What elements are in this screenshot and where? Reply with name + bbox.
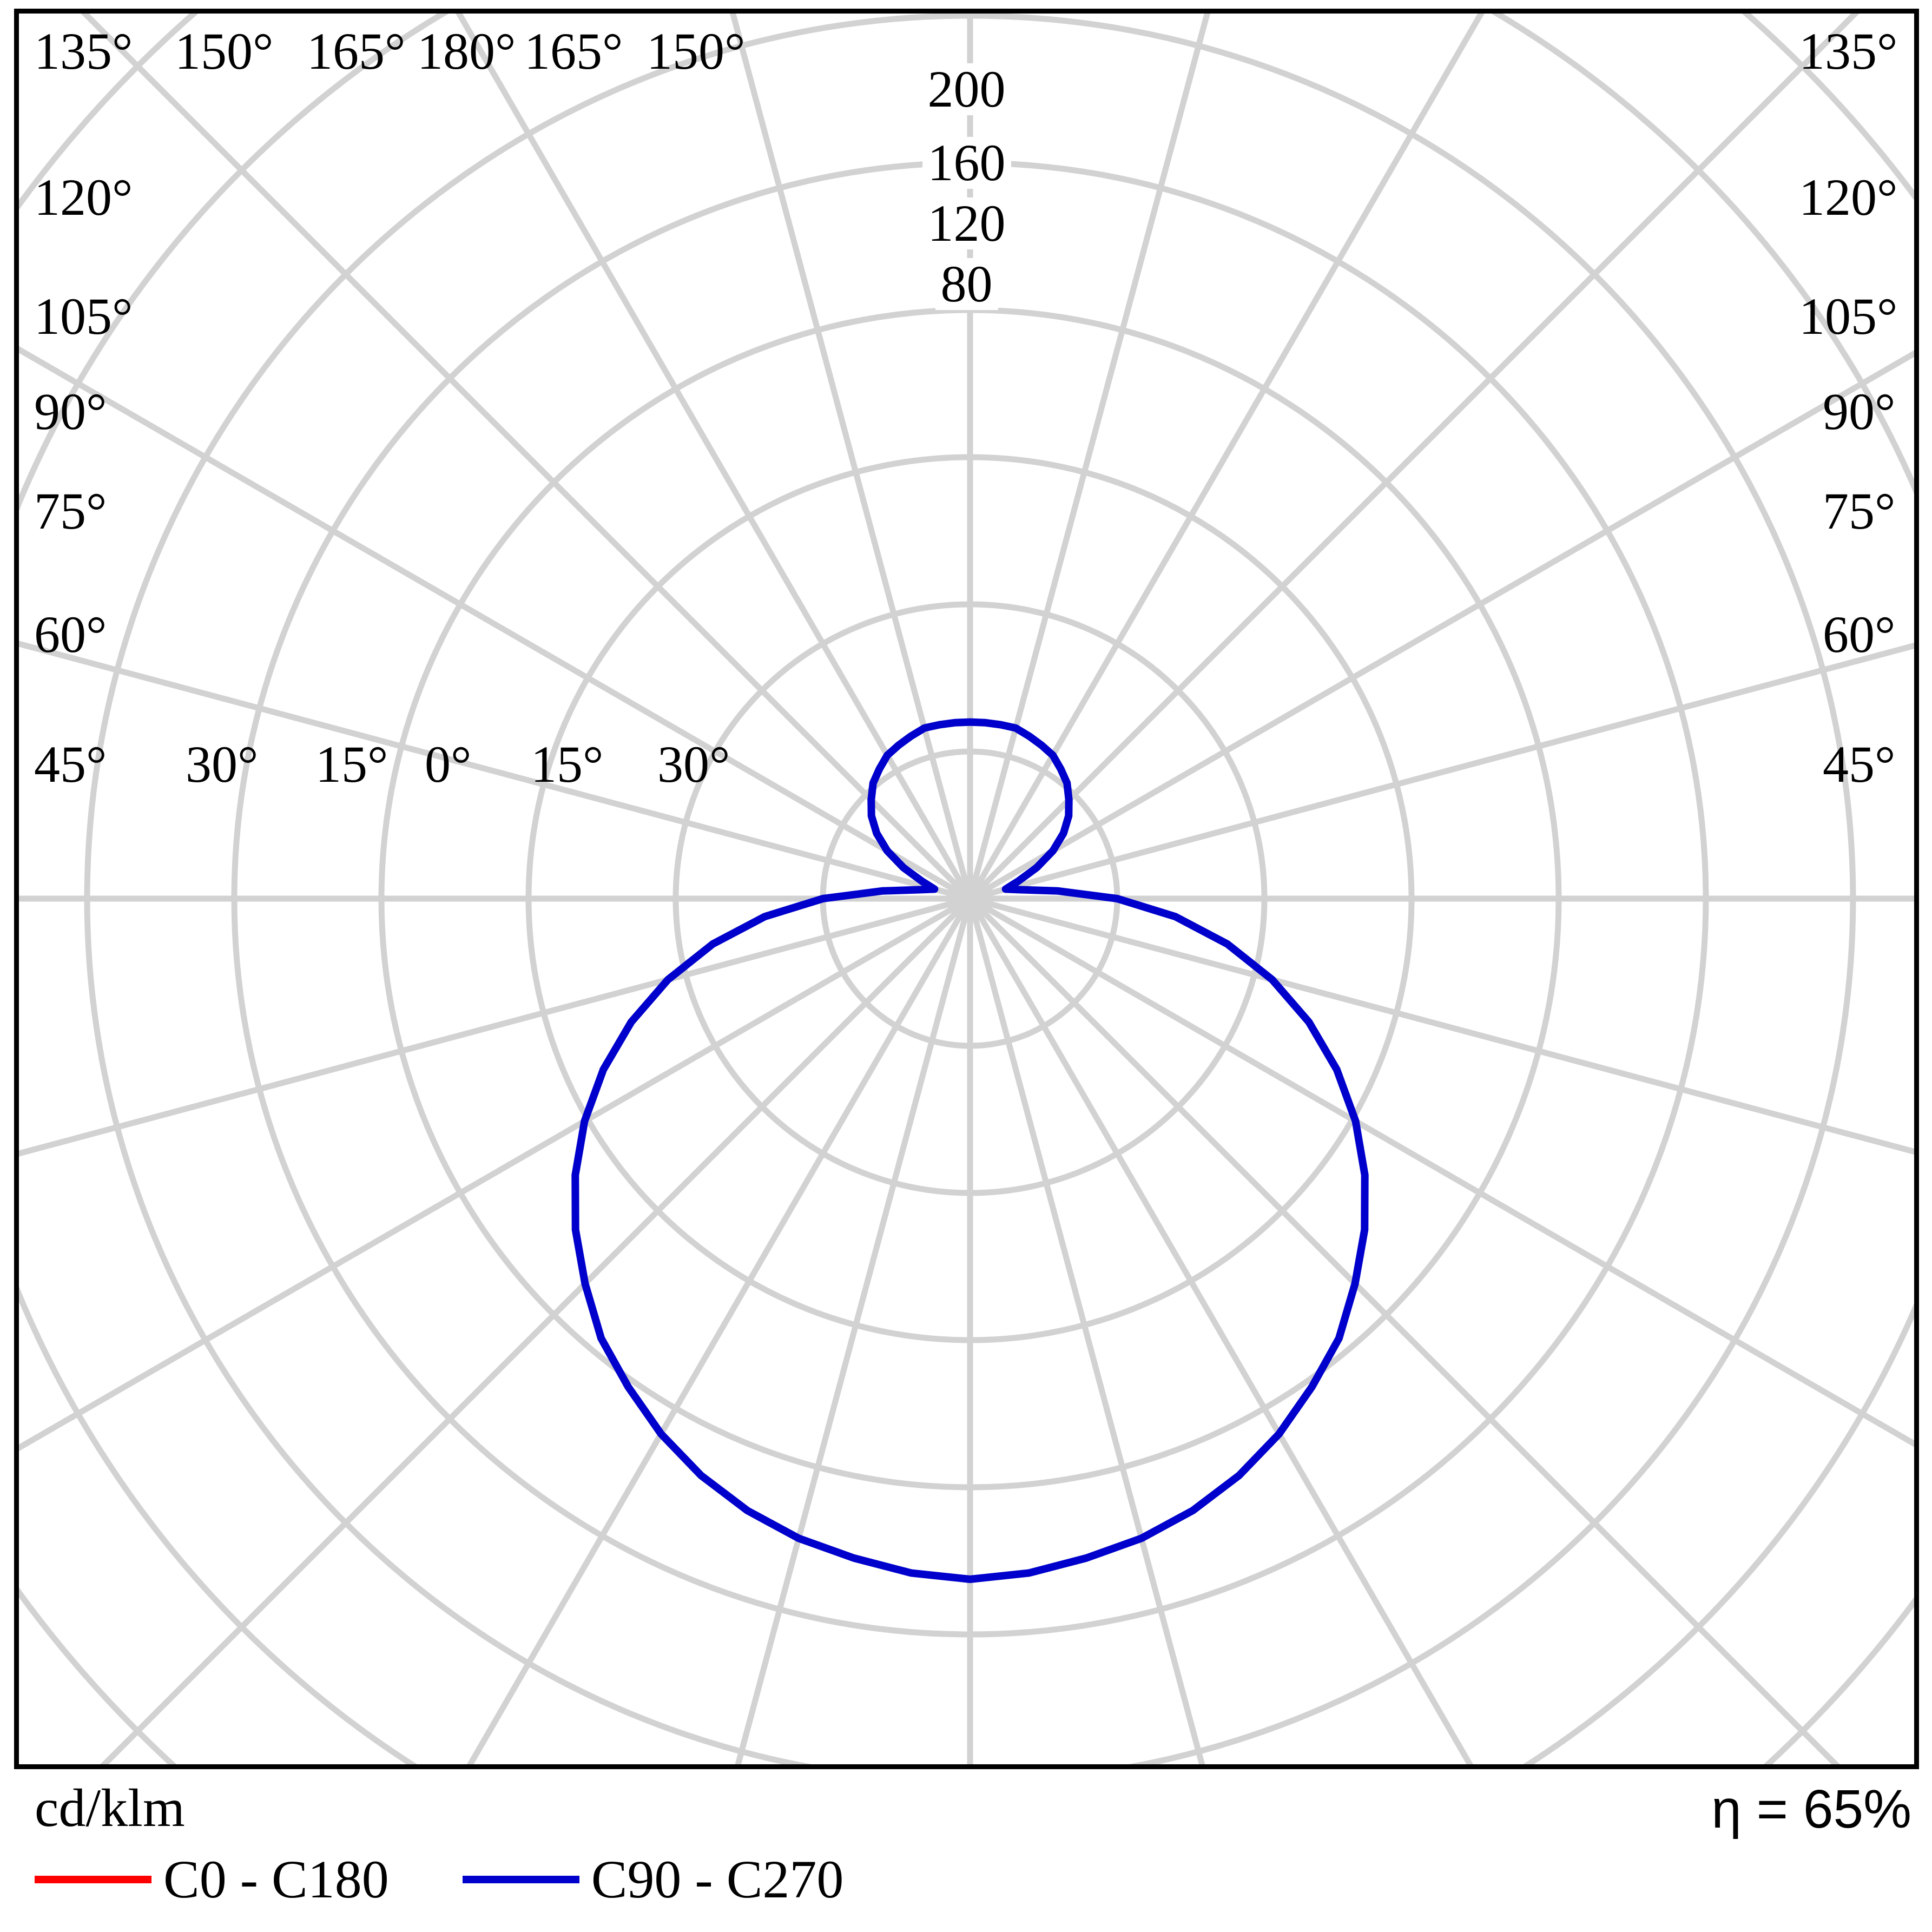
legend-row: C0 - C180 C90 - C270: [35, 1852, 843, 1907]
legend-label-c0-c180: C0 - C180: [163, 1849, 389, 1909]
angle-tick-label: 150°: [175, 22, 274, 80]
angle-tick-label: 30°: [186, 735, 259, 793]
unit-label: cd/klm: [35, 1778, 185, 1838]
radial-tick-label: 200: [922, 63, 1011, 115]
angle-tick-label: 120°: [34, 168, 133, 226]
angle-tick-label: 120°: [1799, 168, 1898, 226]
polar-chart-svg: [19, 14, 1914, 1764]
angle-tick-label: 30°: [657, 735, 730, 793]
legend-area: cd/klm η = 65% C0 - C180 C90 - C270: [14, 1778, 1919, 1924]
legend-swatch-c90-c270: [462, 1876, 579, 1883]
radial-tick-label: 80: [935, 258, 998, 310]
angle-tick-label: 75°: [1823, 482, 1896, 540]
angle-tick-label: 15°: [531, 735, 604, 793]
angle-tick-label: 90°: [1823, 383, 1896, 440]
grid-lines: [19, 14, 1914, 1764]
legend-label-c90-c270: C90 - C270: [591, 1849, 844, 1909]
polar-plot-frame: 135° 120° 105° 90° 75° 60° 45° 135° 120° 105° 90° 7…: [14, 9, 1919, 1769]
angle-tick-label: 0°: [425, 735, 472, 793]
radial-tick-label: 120: [922, 197, 1011, 249]
angle-tick-label: 105°: [1799, 287, 1898, 345]
angle-tick-label: 165°: [524, 22, 623, 80]
angle-tick-label: 150°: [647, 22, 746, 80]
curve-c90-c270: [571, 718, 1369, 1583]
angle-tick-label: 135°: [1799, 22, 1898, 80]
angle-tick-label: 60°: [34, 605, 107, 663]
angle-tick-label: 165°: [307, 22, 406, 80]
angle-tick-label: 75°: [34, 482, 107, 540]
angle-tick-label: 60°: [1823, 605, 1896, 663]
efficiency-label: η = 65%: [1711, 1779, 1911, 1839]
angle-tick-label: 15°: [315, 735, 388, 793]
angle-tick-label: 180°: [417, 22, 516, 80]
radial-tick-label: 160: [922, 137, 1011, 189]
legend-swatch-c0-c180: [35, 1876, 151, 1883]
legend-item-c0-c180[interactable]: C0 - C180: [35, 1852, 389, 1907]
angle-tick-label: 45°: [34, 735, 107, 793]
angle-tick-label: 135°: [34, 22, 133, 80]
angle-tick-label: 105°: [34, 287, 133, 345]
angle-tick-label: 45°: [1823, 735, 1896, 793]
legend-item-c90-c270[interactable]: C90 - C270: [462, 1849, 844, 1909]
angle-tick-label: 90°: [34, 383, 107, 440]
